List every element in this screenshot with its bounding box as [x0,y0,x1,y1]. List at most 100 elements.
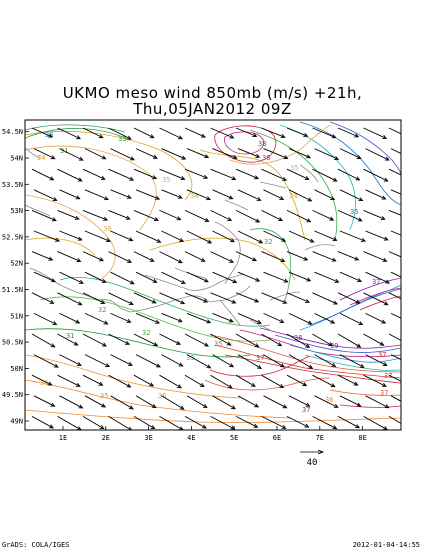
wind-arrow [210,333,232,346]
contour-labels: 2831333435343838353634323531323233353635… [37,131,392,414]
wind-arrow [57,168,83,182]
wind-arrow [110,312,132,323]
wind-arrow [363,209,386,220]
wind-arrow [212,230,235,243]
y-tick-label: 53N [10,207,23,215]
wind-arrow [186,354,212,369]
wind-arrow [390,312,401,319]
wind-arrow [184,251,206,262]
wind-arrow [388,209,401,216]
wind-arrow [108,127,132,140]
contour-label: 34 [190,192,198,200]
contour-label: 32 [142,329,150,337]
wind-arrow [33,148,56,160]
contour-label: 37 [302,406,310,414]
wind-arrow [235,292,260,303]
wind-arrow [59,271,84,284]
x-tick-label: 2E [102,434,110,442]
footer-timestamp: 2012-01-04-14:55 [352,541,420,549]
wind-arrow [339,189,364,202]
wind-arrow [84,189,109,201]
contour-label: 37 [378,351,386,359]
wind-arrow [31,127,54,138]
wind-arrow [363,251,388,262]
wind-arrow [235,333,260,348]
contour-label: 35 [214,340,222,348]
x-tick-label: 6E [273,434,281,442]
contour-label: 38 [262,154,270,162]
wind-arrow [84,148,107,160]
wind-arrow [388,292,401,300]
wind-arrow [261,415,287,429]
wind-arrow [288,395,311,407]
wind-arrow [261,127,286,139]
wind-arrow [261,374,285,389]
y-tick-label: 50N [10,365,23,373]
wind-arrow [33,271,56,283]
wind-arrow [312,127,337,139]
wind-arrow [339,354,365,368]
wind-arrow [57,333,79,346]
wind-arrow [286,292,311,303]
wind-arrow [31,168,55,181]
wind-arrow [159,292,186,305]
wind-arrow [312,333,334,347]
wind-arrow [135,395,157,409]
wind-arrow [108,416,133,430]
wind-arrow [184,292,209,303]
wind-arrow [212,189,234,200]
wind-arrow [110,189,132,199]
wind-arrow [33,354,59,368]
wind-arrow [337,374,359,386]
wind-arrow [365,230,389,241]
speed-contours [25,121,401,423]
wind-arrow [33,395,56,407]
wind-arrow [288,354,314,369]
wind-arrow [363,292,389,306]
wind-arrow [59,312,81,324]
x-tick-label: 7E [316,434,324,442]
wind-arrow [288,148,312,159]
wind-arrow [212,148,238,160]
contour-label: 34 [289,192,297,200]
contour-label: 39 [330,342,338,350]
wind-arrow [210,209,233,221]
wind-arrow [339,395,362,407]
wind-arrow [235,209,261,223]
contour-label: 36 [103,225,111,233]
wind-arrow [235,374,256,387]
wind-arrow [133,168,158,180]
contour-label: 35 [162,176,170,184]
wind-arrow [365,312,387,324]
wind-arrow [390,271,401,278]
wind-arrow [390,148,401,155]
wind-arrow [210,127,235,139]
wind-arrow [59,354,82,366]
wind-arrow [210,292,237,304]
wind-arrow [108,209,131,220]
wind-arrow [212,271,238,284]
wind-arrow [110,395,134,410]
coastline [25,147,336,331]
contour-label: 35 [350,208,358,216]
wind-arrow [186,395,208,409]
wind-arrow [82,374,104,386]
wind-arrow [84,271,107,283]
contour-label: 38 [294,334,302,342]
wind-arrow [82,209,109,221]
wind-arrow [235,168,260,180]
wind-arrow [133,209,159,222]
wind-arrow [314,354,337,367]
wind-arrow [286,127,309,137]
wind-arrow [135,148,158,159]
wind-arrow [186,230,213,244]
y-tick-label: 54.5N [2,128,23,136]
wind-arrow [388,333,401,341]
wind-arrow [237,271,261,282]
contour-label: 36 [325,396,333,404]
wind-arrow [159,127,184,140]
wind-arrow [388,374,401,382]
wind-arrow [314,395,339,408]
y-tick-label: 49.5N [2,391,23,399]
wind-arrow [108,251,133,263]
